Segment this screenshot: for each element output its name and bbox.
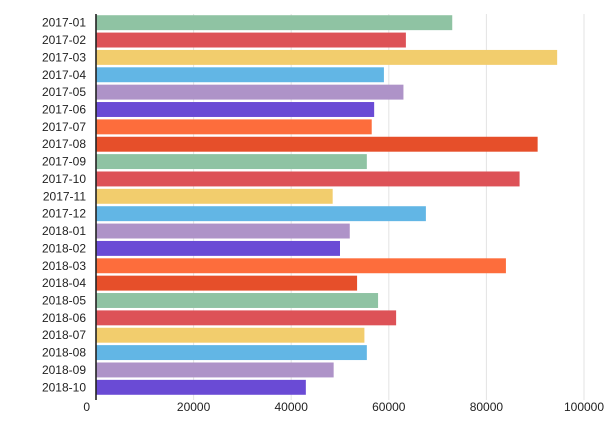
bar <box>96 188 333 204</box>
category-label: 2018-08 <box>42 346 86 360</box>
category-label: 2018-03 <box>42 259 86 273</box>
bar <box>96 49 558 65</box>
bar <box>96 362 334 378</box>
bar <box>96 310 397 326</box>
bar <box>96 119 372 135</box>
bar <box>96 15 453 31</box>
bar <box>96 136 538 152</box>
bar <box>96 240 340 256</box>
bar <box>96 171 520 187</box>
bar <box>96 102 375 117</box>
category-label: 2018-07 <box>42 328 86 342</box>
bar <box>96 293 379 308</box>
category-label: 2018-06 <box>42 311 86 325</box>
bar <box>96 345 367 361</box>
category-label: 2018-10 <box>42 380 86 394</box>
category-label: 2017-01 <box>42 16 86 30</box>
category-label: 2017-06 <box>42 103 86 117</box>
bars <box>96 15 558 395</box>
category-label: 2018-01 <box>42 224 86 238</box>
category-label: 2017-04 <box>42 68 86 82</box>
category-label: 2017-05 <box>42 85 86 99</box>
category-label: 2017-10 <box>42 172 86 186</box>
category-label: 2018-09 <box>42 363 86 377</box>
bar <box>96 84 404 100</box>
x-tick-label: 100000 <box>564 400 604 414</box>
category-label: 2018-05 <box>42 294 86 308</box>
bar <box>96 379 306 395</box>
x-tick-label: 0 <box>83 400 90 414</box>
bar <box>96 32 406 48</box>
bar <box>96 275 358 291</box>
bar <box>96 67 384 83</box>
category-label: 2017-12 <box>42 207 86 221</box>
category-label: 2017-03 <box>42 50 86 64</box>
category-label: 2017-07 <box>42 120 86 134</box>
bar <box>96 223 350 239</box>
category-label: 2018-02 <box>42 241 86 255</box>
category-label: 2017-11 <box>43 189 86 203</box>
bar <box>96 154 367 170</box>
x-tick-label: 60000 <box>372 400 406 414</box>
x-tick-labels: 0 20000 40000 60000 80000 100000 <box>83 400 604 414</box>
category-label: 2018-04 <box>42 276 86 290</box>
x-tick-label: 80000 <box>470 400 504 414</box>
category-label: 2017-09 <box>42 155 86 169</box>
bar <box>96 206 426 222</box>
category-label: 2017-08 <box>42 137 86 151</box>
x-tick-label: 40000 <box>275 400 309 414</box>
x-tick-label: 20000 <box>177 400 211 414</box>
category-label: 2017-02 <box>42 33 86 47</box>
category-labels: 2017-01 2017-02 2017-03 2017-04 2017-05 2017-… <box>42 16 86 395</box>
bar <box>96 327 365 343</box>
bar <box>96 258 506 274</box>
